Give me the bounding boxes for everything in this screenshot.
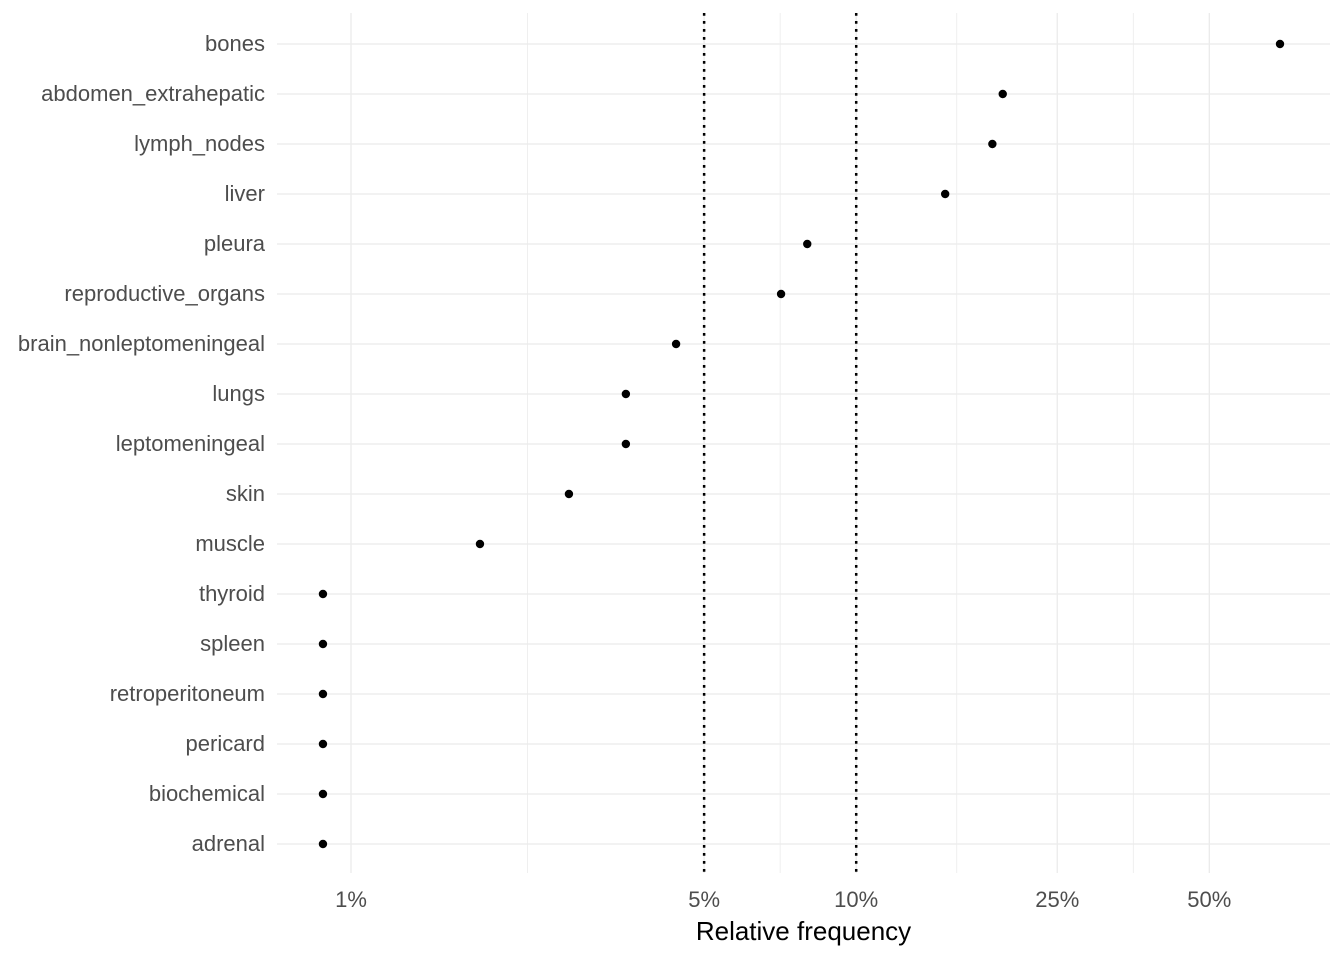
- x-axis-tick-label: 5%: [688, 887, 721, 912]
- y-axis-label: abdomen_extrahepatic: [41, 81, 265, 106]
- y-axis-label: bones: [205, 31, 265, 56]
- y-axis-label: retroperitoneum: [109, 681, 265, 706]
- data-point: [318, 739, 328, 749]
- data-point: [988, 139, 997, 149]
- x-axis-tick-label: 1%: [335, 887, 367, 912]
- y-axis-label: pericard: [185, 731, 265, 756]
- y-axis-label: thyroid: [198, 581, 265, 606]
- y-axis-label: lymph_nodes: [134, 131, 265, 156]
- data-point: [776, 289, 786, 299]
- y-axis-label: lungs: [212, 381, 265, 406]
- data-point: [621, 439, 631, 449]
- data-point: [318, 589, 328, 599]
- x-axis-tick-label: 25%: [1035, 887, 1080, 912]
- y-axis-label: reproductive_organs: [64, 281, 265, 306]
- data-point: [318, 789, 328, 799]
- data-point: [318, 689, 328, 699]
- x-axis-tick-label: 50%: [1187, 887, 1232, 912]
- data-point: [940, 189, 950, 199]
- y-axis-label: brain_nonleptomeningeal: [17, 331, 265, 356]
- data-point: [621, 389, 631, 399]
- data-point: [318, 639, 328, 649]
- data-point: [475, 539, 485, 549]
- y-axis-label: skin: [225, 481, 265, 506]
- x-axis-title: Relative frequency: [695, 916, 912, 946]
- data-point: [1275, 39, 1285, 49]
- x-axis-tick-label: 10%: [834, 887, 879, 912]
- data-point: [803, 239, 812, 249]
- data-point: [564, 489, 574, 499]
- y-axis-label: liver: [224, 181, 265, 206]
- y-axis-label: biochemical: [148, 781, 265, 806]
- y-axis-label: leptomeningeal: [115, 431, 265, 456]
- y-axis-label: muscle: [195, 531, 265, 556]
- data-point: [318, 839, 328, 849]
- y-axis-label: pleura: [203, 231, 265, 256]
- data-point: [671, 339, 681, 349]
- data-point: [998, 89, 1007, 99]
- y-axis-label: spleen: [200, 631, 265, 656]
- y-axis-label: adrenal: [191, 831, 265, 856]
